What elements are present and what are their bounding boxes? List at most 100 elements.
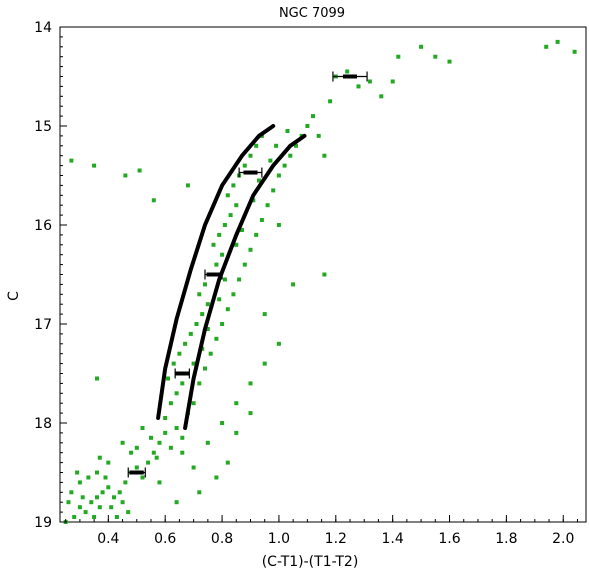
y-tick-label: 14 [34, 20, 52, 36]
fiducial-curve [183, 133, 307, 430]
star-point [69, 490, 74, 495]
star-point [231, 183, 236, 188]
star-point [168, 401, 173, 406]
star-point [100, 490, 105, 495]
star-point [555, 39, 560, 44]
star-point [120, 440, 125, 445]
fiducial-curve [156, 124, 276, 420]
error-bar [204, 269, 223, 280]
star-point [379, 94, 384, 99]
star-point [180, 381, 185, 386]
star-point [311, 114, 315, 119]
star-point [180, 450, 185, 455]
star-point [168, 445, 173, 450]
star-point [95, 376, 99, 381]
star-point [112, 495, 116, 500]
star-point [254, 143, 259, 148]
x-tick-label: 0.6 [154, 531, 176, 547]
star-point [197, 381, 202, 386]
star-point [69, 158, 74, 163]
star-point [305, 124, 310, 128]
star-point [291, 282, 296, 287]
star-point [220, 322, 225, 326]
star-point [268, 158, 273, 163]
star-point [185, 183, 190, 188]
star-point [97, 455, 102, 460]
star-point [345, 69, 350, 74]
star-point [248, 381, 253, 386]
fiducial-curves [156, 124, 307, 430]
star-point [271, 188, 276, 193]
star-point [205, 440, 210, 445]
star-point [120, 500, 125, 505]
y-axis-title: C [6, 291, 22, 301]
y-tick-label: 15 [34, 119, 52, 135]
star-point [396, 54, 401, 59]
star-point [123, 173, 128, 178]
error-bar [332, 71, 368, 82]
x-tick-label: 1.2 [325, 531, 347, 547]
star-point [222, 223, 227, 227]
chart-title: NGC 7099 [279, 6, 345, 21]
star-point [265, 203, 270, 208]
star-point [106, 460, 111, 465]
star-point [367, 79, 372, 84]
star-point [200, 312, 205, 317]
star-point [157, 440, 162, 445]
star-point [103, 475, 108, 480]
star-point [77, 505, 82, 510]
x-tick-label: 1.0 [268, 531, 290, 547]
star-point [203, 366, 207, 371]
star-point [316, 133, 321, 138]
error-bar [127, 467, 146, 478]
star-point [242, 262, 247, 267]
star-point [231, 292, 236, 297]
star-point [259, 218, 264, 222]
star-point [208, 351, 213, 356]
star-point [92, 163, 97, 168]
star-point [248, 411, 253, 416]
star-point [151, 198, 156, 203]
star-point [214, 336, 219, 341]
star-point [262, 312, 267, 317]
x-tick-label: 2.0 [552, 531, 574, 547]
star-point [240, 228, 244, 232]
star-point [544, 44, 549, 49]
y-tick-label: 16 [34, 218, 52, 234]
star-point [237, 277, 242, 282]
star-point [234, 430, 239, 435]
star-point [197, 490, 202, 495]
star-point [163, 430, 168, 435]
star-point [106, 485, 111, 490]
star-point [248, 247, 253, 252]
star-point [390, 79, 395, 84]
star-point [75, 470, 80, 475]
star-point [225, 307, 230, 312]
star-point [276, 341, 281, 346]
star-point [254, 232, 259, 237]
star-point [72, 515, 77, 519]
star-point [447, 59, 452, 64]
error-bar [174, 368, 190, 379]
star-point [89, 500, 94, 505]
star-point [285, 129, 290, 133]
star-point [171, 361, 176, 366]
star-point [356, 84, 361, 89]
star-point [234, 401, 239, 406]
star-point [174, 426, 179, 430]
error-bar [238, 167, 263, 178]
error-bars [127, 71, 368, 478]
star-point [92, 515, 97, 519]
star-point [191, 361, 196, 366]
star-point [203, 282, 207, 287]
star-point [166, 376, 170, 381]
star-point [197, 292, 202, 297]
star-point [276, 173, 281, 178]
star-point [220, 421, 225, 425]
star-point [180, 435, 185, 440]
star-point [220, 252, 225, 257]
star-point [191, 401, 196, 406]
star-point [114, 515, 119, 519]
x-tick-label: 1.4 [382, 531, 404, 547]
